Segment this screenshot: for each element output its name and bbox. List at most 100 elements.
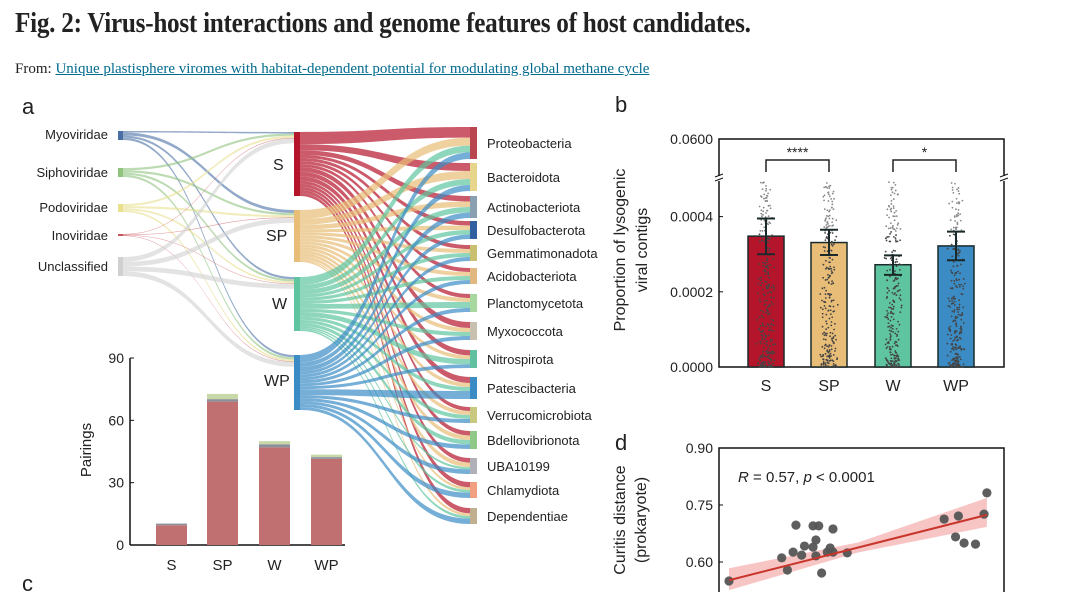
virus-family-label: Inoviridae: [52, 228, 108, 243]
jitter-point: [824, 363, 827, 366]
jitter-point: [954, 319, 957, 322]
panel-label-c: c: [22, 571, 33, 593]
jitter-point: [959, 366, 962, 368]
plot-b-bar: [810, 241, 848, 368]
jitter-point: [886, 309, 888, 312]
jitter-point: [820, 363, 823, 365]
jitter-point: [827, 345, 830, 348]
jitter-point: [898, 263, 901, 266]
significance-bracket: [892, 159, 957, 172]
jitter-point: [827, 191, 830, 194]
jitter-point: [757, 361, 760, 364]
jitter-point: [962, 306, 965, 309]
jitter-point: [889, 319, 892, 322]
jitter-point: [954, 360, 957, 363]
jitter-point: [959, 358, 962, 361]
jitter-point: [768, 354, 770, 357]
jitter-point: [826, 221, 829, 224]
jitter-point: [899, 228, 902, 230]
sankey-link-habitat-host: [300, 152, 470, 363]
jitter-point: [761, 236, 764, 239]
jitter-point: [956, 223, 959, 225]
jitter-point: [887, 326, 889, 328]
scatter-point: [724, 576, 734, 586]
jitter-point: [897, 338, 900, 341]
jitter-point: [771, 339, 774, 341]
scatter-point: [953, 511, 964, 521]
jitter-point: [885, 364, 888, 367]
jitter-point: [821, 287, 824, 290]
jitter-point: [892, 287, 895, 290]
jitter-point: [961, 199, 964, 202]
jitter-point: [892, 207, 895, 209]
jitter-point: [820, 355, 822, 358]
jitter-point: [824, 332, 827, 335]
jitter-point: [770, 291, 773, 294]
inset-bar-segment: [311, 458, 342, 545]
jitter-point: [889, 275, 891, 278]
jitter-point: [960, 328, 963, 331]
jitter-point: [827, 293, 830, 295]
jitter-point: [884, 237, 887, 240]
jitter-point: [960, 263, 962, 266]
jitter-point: [894, 239, 897, 241]
jitter-point: [829, 309, 832, 312]
scatter-point: [777, 553, 787, 563]
sankey-link-habitat-host: [300, 244, 470, 359]
article-link[interactable]: Unique plastisphere viromes with habitat…: [55, 61, 650, 77]
jitter-point: [952, 248, 955, 250]
jitter-point: [892, 318, 895, 321]
jitter-point: [953, 358, 955, 361]
sankey-node-host: [470, 294, 477, 312]
jitter-point: [828, 317, 831, 320]
sankey-node-host: [470, 458, 477, 474]
jitter-point: [962, 322, 965, 324]
jitter-point: [831, 232, 834, 234]
jitter-point: [958, 251, 961, 254]
jitter-point: [763, 240, 765, 243]
inset-y-tick-label: 90: [108, 350, 124, 366]
plot-b-y-tick-label: 0.0002: [670, 284, 713, 300]
jitter-point: [899, 311, 902, 314]
jitter-point: [954, 353, 957, 355]
jitter-point: [895, 227, 898, 230]
jitter-point: [831, 271, 834, 274]
jitter-point: [770, 301, 773, 303]
jitter-point: [834, 239, 836, 242]
jitter-point: [831, 206, 833, 209]
jitter-point: [958, 364, 961, 366]
jitter-point: [886, 208, 889, 211]
jitter-point: [955, 271, 958, 274]
plot-b-bar: [874, 263, 912, 368]
sankey-link-virus-habitat: [123, 210, 294, 362]
jitter-point: [954, 343, 957, 346]
plot-d-y-axis-label: Curitis distance: [612, 465, 629, 574]
jitter-point: [759, 340, 762, 343]
jitter-point: [949, 325, 952, 328]
jitter-point: [763, 332, 766, 335]
jitter-point: [889, 240, 892, 243]
jitter-point: [759, 324, 762, 327]
jitter-point: [958, 308, 960, 311]
sankey-link-habitat-host: [300, 127, 470, 145]
jitter-point: [897, 282, 900, 285]
sankey-link-habitat-host: [300, 259, 470, 490]
jitter-point: [952, 261, 955, 263]
jitter-point: [826, 349, 829, 351]
jitter-point: [890, 188, 893, 191]
jitter-point: [822, 362, 825, 365]
jitter-point: [767, 238, 770, 241]
jitter-point: [890, 362, 893, 365]
jitter-point: [897, 222, 900, 225]
jitter-point: [887, 312, 889, 315]
jitter-point: [885, 347, 888, 350]
jitter-point: [772, 258, 775, 261]
plot-b-x-tick-label: W: [885, 378, 901, 395]
jitter-point: [891, 353, 894, 356]
jitter-point: [762, 206, 765, 209]
panel-label-b: b: [615, 92, 627, 117]
jitter-point: [953, 300, 956, 303]
jitter-point: [895, 278, 898, 281]
jitter-point: [766, 291, 769, 294]
jitter-point: [883, 257, 886, 259]
